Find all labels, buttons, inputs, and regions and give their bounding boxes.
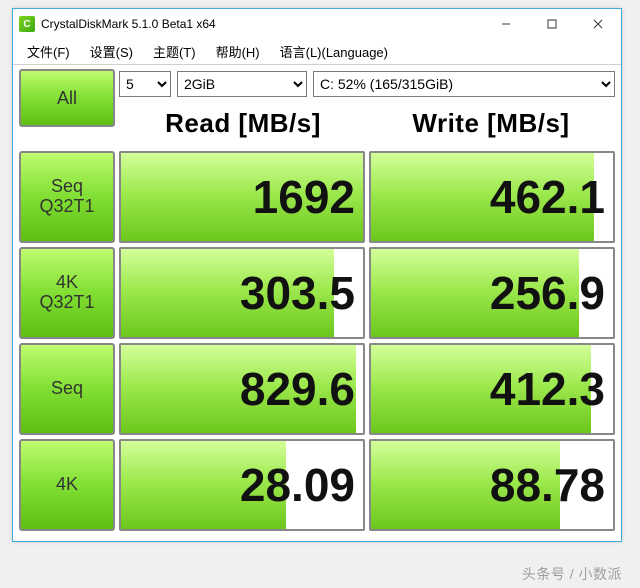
read-cell: 303.5 xyxy=(119,247,365,339)
watermark-text: 头条号 / 小数派 xyxy=(522,564,622,584)
drive-select[interactable]: C: 52% (165/315GiB) xyxy=(313,71,615,97)
row-label-line1: Seq xyxy=(51,177,83,197)
app-window: C CrystalDiskMark 5.1.0 Beta1 x64 文件(F) … xyxy=(12,8,622,542)
results-row: 4K Q32T1 303.5 256.9 xyxy=(19,247,615,339)
read-header: Read [MB/s] xyxy=(119,108,367,139)
window-title: CrystalDiskMark 5.1.0 Beta1 x64 xyxy=(41,17,483,31)
selectors: 5 2GiB C: 52% (165/315GiB) xyxy=(119,71,615,97)
write-cell: 462.1 xyxy=(369,151,615,243)
app-icon: C xyxy=(19,16,35,32)
titlebar[interactable]: C CrystalDiskMark 5.1.0 Beta1 x64 xyxy=(13,9,621,39)
row-button-4k-q32t1[interactable]: 4K Q32T1 xyxy=(19,247,115,339)
read-value: 28.09 xyxy=(240,458,355,512)
write-cell: 256.9 xyxy=(369,247,615,339)
results-row: Seq Q32T1 1692 462.1 xyxy=(19,151,615,243)
row-label-line2: Q32T1 xyxy=(39,197,94,217)
write-value: 256.9 xyxy=(490,266,605,320)
controls-row: All 5 2GiB C: 52% (165/315GiB) Read [MB/… xyxy=(19,69,615,149)
menu-language[interactable]: 语言(L)(Language) xyxy=(270,40,398,63)
menu-theme[interactable]: 主题(T) xyxy=(143,40,206,63)
read-cell: 1692 xyxy=(119,151,365,243)
write-value: 88.78 xyxy=(490,458,605,512)
results-row: Seq 829.6 412.3 xyxy=(19,343,615,435)
close-button[interactable] xyxy=(575,9,621,39)
write-value: 412.3 xyxy=(490,362,605,416)
write-cell: 412.3 xyxy=(369,343,615,435)
column-headers: Read [MB/s] Write [MB/s] xyxy=(119,99,615,147)
read-value: 1692 xyxy=(253,170,355,224)
read-cell: 28.09 xyxy=(119,439,365,531)
menu-help[interactable]: 帮助(H) xyxy=(206,40,270,63)
runs-select[interactable]: 5 xyxy=(119,71,171,97)
write-cell: 88.78 xyxy=(369,439,615,531)
write-value: 462.1 xyxy=(490,170,605,224)
read-value: 303.5 xyxy=(240,266,355,320)
size-select[interactable]: 2GiB xyxy=(177,71,307,97)
menubar: 文件(F) 设置(S) 主题(T) 帮助(H) 语言(L)(Language) xyxy=(13,39,621,65)
menu-settings[interactable]: 设置(S) xyxy=(80,40,143,63)
row-label-line2: Q32T1 xyxy=(39,293,94,313)
run-all-button[interactable]: All xyxy=(19,69,115,127)
write-header: Write [MB/s] xyxy=(367,108,615,139)
menu-file[interactable]: 文件(F) xyxy=(17,40,80,63)
results-grid: Seq Q32T1 1692 462.1 4K Q32T1 xyxy=(19,151,615,531)
read-cell: 829.6 xyxy=(119,343,365,435)
content-area: All 5 2GiB C: 52% (165/315GiB) Read [MB/… xyxy=(13,65,621,541)
row-label-line1: Seq xyxy=(51,379,83,399)
row-button-4k[interactable]: 4K xyxy=(19,439,115,531)
row-label-line1: 4K xyxy=(56,475,78,495)
minimize-button[interactable] xyxy=(483,9,529,39)
read-value: 829.6 xyxy=(240,362,355,416)
results-row: 4K 28.09 88.78 xyxy=(19,439,615,531)
row-button-seq-q32t1[interactable]: Seq Q32T1 xyxy=(19,151,115,243)
row-label-line1: 4K xyxy=(56,273,78,293)
row-button-seq[interactable]: Seq xyxy=(19,343,115,435)
maximize-button[interactable] xyxy=(529,9,575,39)
